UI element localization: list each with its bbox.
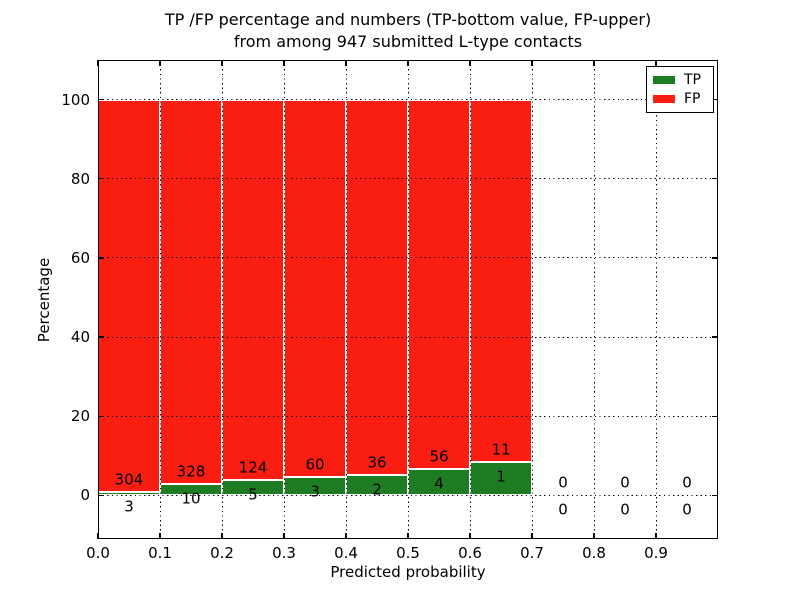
x-tick-top xyxy=(283,60,285,66)
x-tick-label: 0.4 xyxy=(334,544,358,562)
v-gridline xyxy=(159,60,161,539)
y-tick-left xyxy=(98,257,104,259)
tp-count-label: 2 xyxy=(372,480,382,499)
y-tick-left xyxy=(98,178,104,180)
x-tick-bottom xyxy=(531,533,533,539)
chart-title-line1: TP /FP percentage and numbers (TP-bottom… xyxy=(164,10,652,29)
y-tick-right xyxy=(712,98,718,101)
fp-count-label: 124 xyxy=(238,458,268,477)
fp-count-label: 0 xyxy=(682,473,692,492)
legend-entry-fp: FP xyxy=(647,92,713,106)
y-tick-label: 20 xyxy=(70,407,90,426)
legend: TP FP xyxy=(646,66,714,113)
bar-segment-fp xyxy=(160,99,222,484)
x-tick-bottom xyxy=(469,533,471,539)
x-tick-label: 0.3 xyxy=(272,544,296,562)
x-tick-label: 0.5 xyxy=(396,544,420,562)
y-tick-label: 60 xyxy=(70,248,90,267)
y-tick-label: 100 xyxy=(61,90,90,109)
x-tick-bottom xyxy=(345,533,347,539)
bar-segment-fp xyxy=(222,99,284,481)
y-tick-right xyxy=(712,494,718,497)
bar-segment-fp xyxy=(98,99,160,492)
x-tick-label: 0.7 xyxy=(520,544,544,562)
v-gridline xyxy=(407,60,409,539)
bar-segment-fp xyxy=(284,99,346,477)
x-tick-top xyxy=(593,60,595,66)
fp-count-label: 11 xyxy=(491,440,511,459)
y-tick-left xyxy=(98,415,104,417)
v-gridline xyxy=(593,60,595,539)
x-tick-label: 0.8 xyxy=(582,544,606,562)
fp-count-label: 56 xyxy=(429,447,449,466)
legend-label-fp: FP xyxy=(684,91,701,108)
x-tick-top xyxy=(345,60,347,66)
legend-label-tp: TP xyxy=(684,71,701,88)
tp-count-label: 5 xyxy=(248,485,258,504)
x-tick-bottom xyxy=(221,533,223,539)
x-tick-label: 0.0 xyxy=(86,544,110,562)
x-tick-top xyxy=(469,60,471,66)
x-tick-bottom xyxy=(655,533,657,539)
x-tick-top xyxy=(221,60,223,66)
x-tick-bottom xyxy=(97,533,99,539)
x-tick-label: 0.2 xyxy=(210,544,234,562)
x-axis-label: Predicted probability xyxy=(330,563,486,581)
y-tick-left xyxy=(98,494,104,497)
x-tick-top xyxy=(655,60,657,66)
x-tick-label: 0.1 xyxy=(148,544,172,562)
y-tick-left xyxy=(98,336,104,338)
y-tick-label: 80 xyxy=(70,169,90,188)
v-gridline xyxy=(469,60,471,539)
tp-count-label: 3 xyxy=(124,497,134,516)
y-tick-right xyxy=(712,415,718,417)
fp-count-label: 0 xyxy=(558,473,568,492)
tp-count-label: 1 xyxy=(496,467,506,486)
tp-count-label: 4 xyxy=(434,474,444,493)
tp-color-swatch-icon xyxy=(653,75,675,84)
tp-count-label: 3 xyxy=(310,482,320,501)
v-gridline xyxy=(345,60,347,539)
x-tick-label: 0.9 xyxy=(644,544,668,562)
x-tick-top xyxy=(97,60,99,66)
bar-segment-fp xyxy=(470,99,532,463)
fp-count-label: 60 xyxy=(305,455,325,474)
y-tick-label: 40 xyxy=(70,328,90,347)
fp-count-label: 36 xyxy=(367,453,387,472)
y-tick-label: 0 xyxy=(80,486,90,505)
bar-segment-fp xyxy=(408,99,470,470)
y-tick-right xyxy=(712,178,718,180)
legend-entry-tp: TP xyxy=(647,73,713,87)
fp-count-label: 328 xyxy=(176,462,206,481)
x-tick-top xyxy=(407,60,409,66)
y-tick-right xyxy=(712,336,718,338)
bar-segment-fp xyxy=(346,99,408,475)
tp-count-label: 10 xyxy=(181,489,201,508)
x-tick-label: 0.6 xyxy=(458,544,482,562)
x-tick-top xyxy=(159,60,161,66)
v-gridline xyxy=(531,60,533,539)
chart-title-line2: from among 947 submitted L-type contacts xyxy=(233,32,583,51)
v-gridline xyxy=(221,60,223,539)
x-tick-bottom xyxy=(593,533,595,539)
x-tick-bottom xyxy=(283,533,285,539)
tp-count-label: 0 xyxy=(558,500,568,519)
v-gridline xyxy=(283,60,285,539)
y-tick-right xyxy=(712,257,718,259)
fp-color-swatch-icon xyxy=(653,95,675,104)
x-tick-bottom xyxy=(407,533,409,539)
tp-count-label: 0 xyxy=(620,500,630,519)
v-gridline xyxy=(655,60,657,539)
tp-count-label: 0 xyxy=(682,500,692,519)
bar-segment-tp xyxy=(408,469,470,496)
x-tick-bottom xyxy=(159,533,161,539)
fp-count-label: 304 xyxy=(114,470,144,489)
y-tick-left xyxy=(98,98,104,101)
fp-count-label: 0 xyxy=(620,473,630,492)
x-tick-top xyxy=(531,60,533,66)
